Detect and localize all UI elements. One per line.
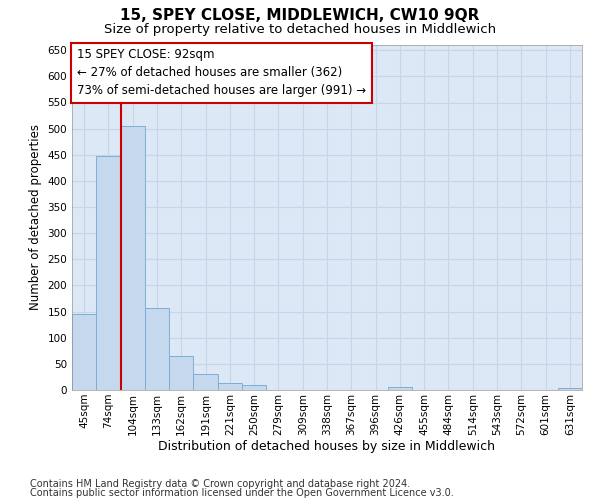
Bar (193, 374, 218, 390)
Bar (121, 126, 145, 390)
Text: 15, SPEY CLOSE, MIDDLEWICH, CW10 9QR: 15, SPEY CLOSE, MIDDLEWICH, CW10 9QR (121, 8, 479, 22)
Bar (242, 385, 266, 390)
Bar (72, 314, 96, 390)
Text: Size of property relative to detached houses in Middlewich: Size of property relative to detached ho… (104, 22, 496, 36)
Bar (96, 156, 121, 390)
Text: Contains HM Land Registry data © Crown copyright and database right 2024.: Contains HM Land Registry data © Crown c… (30, 479, 410, 489)
Bar (388, 387, 412, 390)
Bar (145, 308, 169, 390)
Bar (218, 383, 242, 390)
X-axis label: Distribution of detached houses by size in Middlewich: Distribution of detached houses by size … (158, 440, 496, 454)
Text: Contains public sector information licensed under the Open Government Licence v3: Contains public sector information licen… (30, 488, 454, 498)
Y-axis label: Number of detached properties: Number of detached properties (29, 124, 42, 310)
Bar (558, 388, 582, 390)
Bar (169, 356, 193, 390)
Text: 15 SPEY CLOSE: 92sqm
← 27% of detached houses are smaller (362)
73% of semi-deta: 15 SPEY CLOSE: 92sqm ← 27% of detached h… (77, 48, 366, 98)
